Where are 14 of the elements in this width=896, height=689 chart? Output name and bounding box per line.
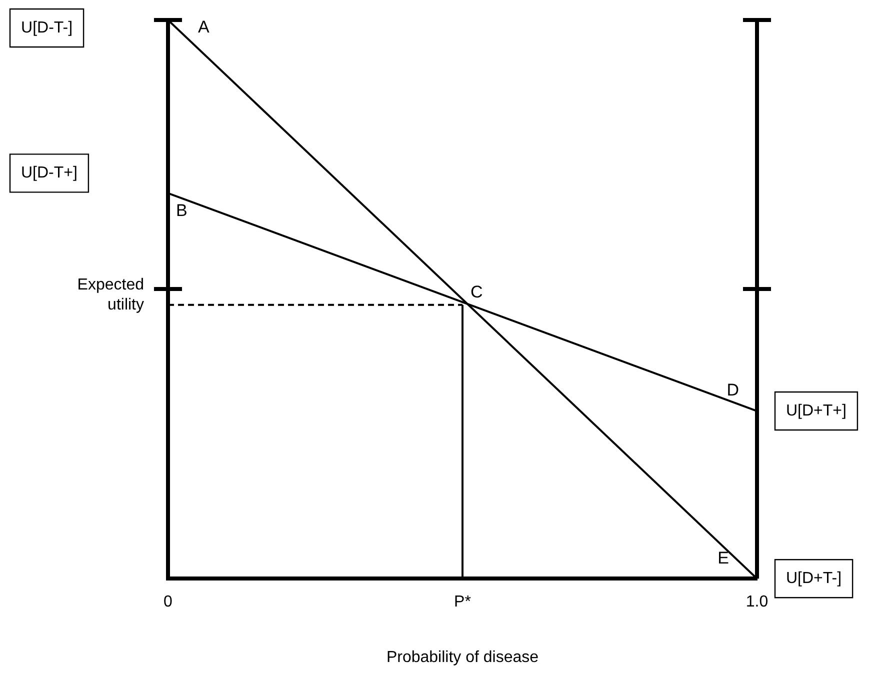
annotation: C	[470, 282, 483, 302]
x-tick-label: 0	[164, 594, 173, 611]
x-tick-label: P*	[454, 594, 471, 611]
text: U[D+T-]	[786, 570, 842, 588]
text: U[D-T-]	[21, 19, 73, 36]
x-axis-title: Probability of disease	[386, 648, 539, 666]
annotation: E	[718, 548, 729, 568]
x-tick-label: 1.0	[746, 594, 768, 611]
annotation: B	[176, 200, 188, 220]
annotation: A	[198, 18, 210, 37]
text: U[D+T+]	[786, 402, 846, 420]
annotation: D	[726, 380, 739, 400]
text: U[D-T+]	[20, 164, 78, 182]
y-axis-title: Expected utility	[77, 276, 144, 314]
